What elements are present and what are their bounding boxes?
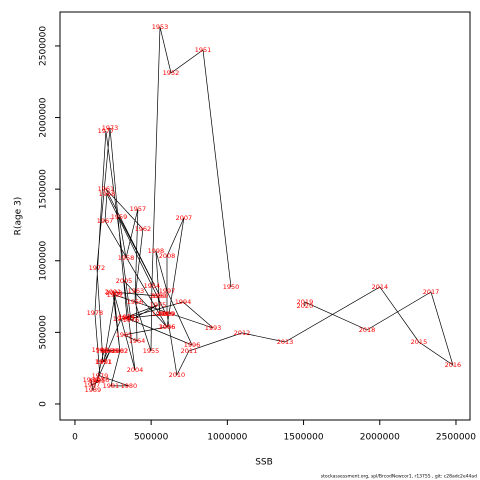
x-tick-label: 2500000 [436,433,476,443]
y-axis-label: R(age 3) [14,197,24,236]
point-label: 1995 [118,314,135,322]
point-label: 1989 [85,386,102,394]
point-label: 2002 [112,347,129,355]
point-label: 1985 [89,377,106,385]
point-label: 2001 [105,288,122,296]
footer: stockassessment.org, spl/BrcodNewcor1, r… [321,474,477,480]
point-label: 2004 [127,366,144,374]
x-tick-label: 1500000 [284,433,324,443]
point-label: 2014 [372,283,389,291]
point-label: 1951 [195,46,212,54]
y-tick-label: 2000000 [39,97,49,137]
point-label: 1960 [152,292,169,300]
point-label: 2008 [159,252,176,260]
point-label: 1968 [99,190,116,198]
point-label: 1997 [159,287,176,295]
point-label: 1993 [205,324,222,332]
point-label: 1957 [130,205,147,213]
point-label: 1977 [98,127,115,135]
y-tick-label: 0 [39,401,49,407]
point-label: 2003 [106,289,123,297]
point-label: 1983 [92,346,109,354]
point-label: 1967 [97,217,114,225]
point-label: 1964 [129,337,146,345]
point-label: 1980 [121,382,138,390]
point-label: 1978 [87,309,104,317]
point-label: 1955 [143,347,160,355]
x-tick-label: 2000000 [360,433,400,443]
point-label: 1971 [95,358,112,366]
y-tick-label: 2500000 [39,26,49,66]
point-label: 1975 [150,301,167,309]
point-label: 1956 [127,298,144,306]
point-label: 1998 [148,247,165,255]
point-label: 2018 [359,326,376,334]
point-label: 1959 [111,213,128,221]
point-label: 1966 [159,323,176,331]
point-label: 2011 [181,347,198,355]
point-label: 2007 [176,214,193,222]
y-tick-label: 1500000 [39,169,49,209]
point-label: 1970 [113,315,130,323]
y-tick-label: 500000 [39,315,49,350]
x-tick-label: 0 [72,433,78,443]
point-label: 1958 [118,254,135,262]
x-axis-label: SSB [255,458,273,468]
point-label: 1996 [184,341,201,349]
point-label: 2000 [150,292,167,300]
point-label: 1963 [128,287,145,295]
point-label: 1986 [93,376,110,384]
point-label: 2012 [234,329,251,337]
point-label: 1972 [89,264,106,272]
point-label: 1994 [175,298,192,306]
point-label: 2020 [297,302,314,310]
point-label: 1974 [119,313,136,321]
point-label: 1952 [163,69,180,77]
point-label: 1962 [135,225,152,233]
point-label: 1950 [223,283,240,291]
point-label: 1982 [112,347,129,355]
point-label: 2005 [116,277,133,285]
point-label: 1981 [103,382,120,390]
point-label: 1984 [96,347,113,355]
plot-frame [59,11,471,421]
point-label: 1961 [98,185,115,193]
point-label: 2019 [297,298,314,306]
trajectory-line [90,26,454,392]
point-label: 1999 [152,310,169,318]
point-label: 1990 [102,347,119,355]
point-label: 1954 [144,282,161,290]
point-label: 1969 [158,310,175,318]
point-label: 1991 [96,358,113,366]
point-label: 1979 [92,372,109,380]
point-label: 1992 [107,291,124,299]
y-tick-label: 1000000 [39,240,49,280]
point-label: 2015 [411,338,428,346]
point-label: 1976 [123,316,140,324]
x-tick-label: 1000000 [207,433,247,443]
point-label: 2017 [423,288,440,296]
point-label: 1988 [83,376,100,384]
x-tick-label: 500000 [134,433,169,443]
point-label: 2016 [445,361,462,369]
point-label: 1973 [102,124,119,132]
point-label: 2009 [159,310,176,318]
point-label: 1987 [84,381,101,389]
point-label: 2013 [277,338,294,346]
point-label: 2006 [159,323,176,331]
point-label: 1965 [116,331,133,339]
point-label: 2010 [169,371,186,379]
point-label: 1953 [152,23,169,31]
